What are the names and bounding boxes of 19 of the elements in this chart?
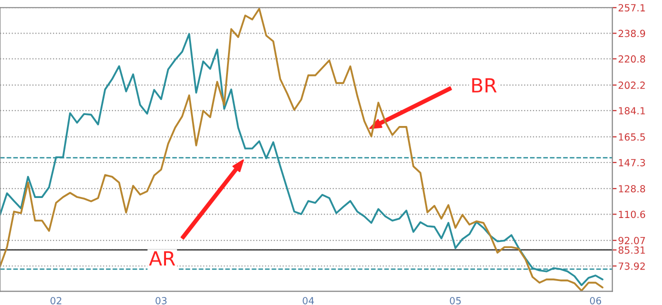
y-tick-label: 92.07 (618, 236, 645, 244)
y-tick-label: 110.6 (618, 210, 646, 218)
y-tick-label: 73.92 (618, 262, 645, 270)
y-tick-label: 257.1 (618, 4, 645, 12)
annotation: BR (472, 78, 497, 92)
x-tick-label: 06 (590, 297, 602, 304)
y-tick-label: 202.2 (618, 82, 645, 89)
y-tick-label: 220.8 (618, 55, 646, 63)
annotation: AR (149, 251, 176, 266)
y-tick-label: 147.3 (618, 158, 645, 166)
x-tick-label: 03 (156, 297, 167, 304)
y-tick-label: 165.5 (618, 133, 645, 141)
y-tick-label: 184.1 (618, 107, 645, 114)
x-tick-label: 04 (302, 297, 314, 304)
y-tick-label: 85.31 (618, 246, 645, 254)
x-tick-label: 02 (50, 297, 62, 304)
x-tick-label: 05 (450, 297, 461, 304)
y-tick-label: 238.9 (618, 30, 646, 38)
y-tick-label: 128.8 (618, 185, 646, 192)
